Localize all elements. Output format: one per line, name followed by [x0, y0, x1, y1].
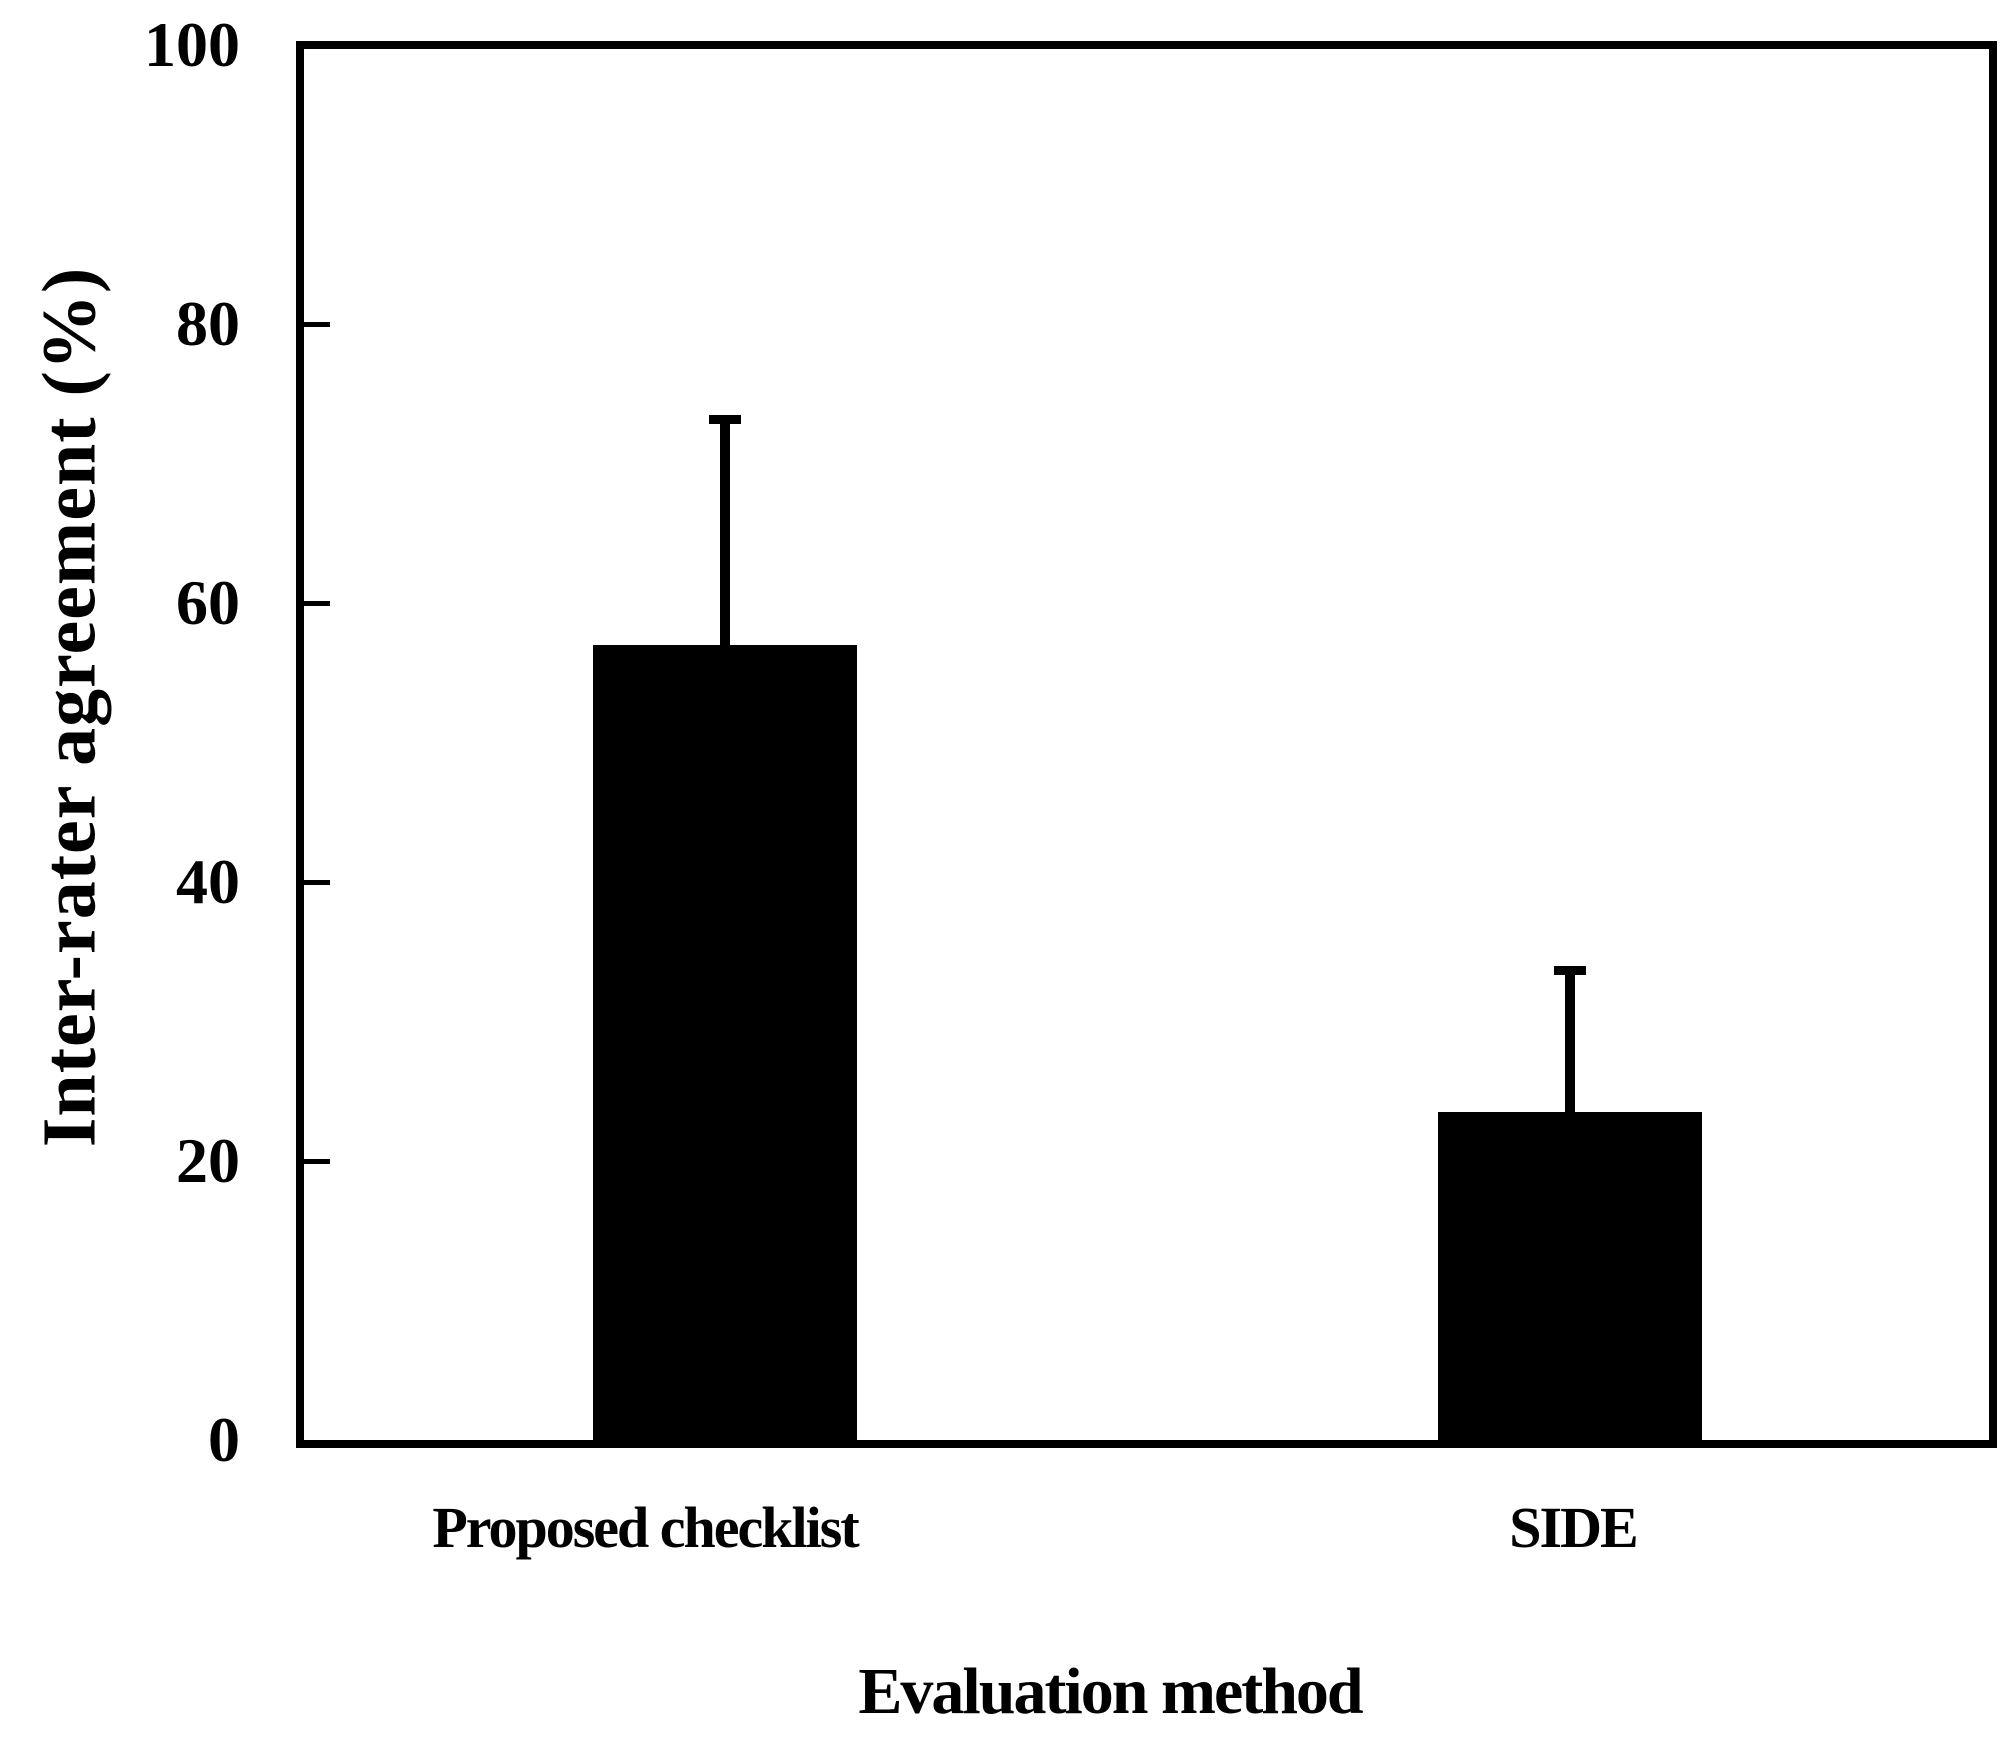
y-tick-label-100: 100	[144, 9, 240, 80]
y-tick-label-0: 0	[208, 1404, 240, 1475]
error-bar-line-side	[1565, 965, 1575, 1113]
y-tick-label-80: 80	[176, 288, 240, 359]
y-tick-mark-60	[304, 601, 330, 606]
y-axis-title: Inter-rater agreement (%)	[27, 266, 112, 1148]
error-bar-cap-side	[1554, 965, 1586, 975]
bar-side	[1438, 1112, 1702, 1440]
x-tick-label-side: SIDE	[1509, 1495, 1638, 1560]
error-bar-cap-proposed-checklist	[709, 414, 741, 424]
y-tick-label-20: 20	[176, 1125, 240, 1196]
y-tick-label-40: 40	[176, 846, 240, 917]
error-bar-line-proposed-checklist	[720, 414, 730, 645]
x-tick-label-proposed-checklist: Proposed checklist	[432, 1495, 859, 1560]
y-tick-mark-80	[304, 322, 330, 327]
plot-area	[296, 41, 1997, 1448]
bar-proposed-checklist	[593, 644, 857, 1440]
y-tick-mark-40	[304, 880, 330, 885]
y-tick-label-60: 60	[176, 567, 240, 638]
y-tick-mark-20	[304, 1159, 330, 1164]
x-axis-title: Evaluation method	[858, 1655, 1363, 1728]
